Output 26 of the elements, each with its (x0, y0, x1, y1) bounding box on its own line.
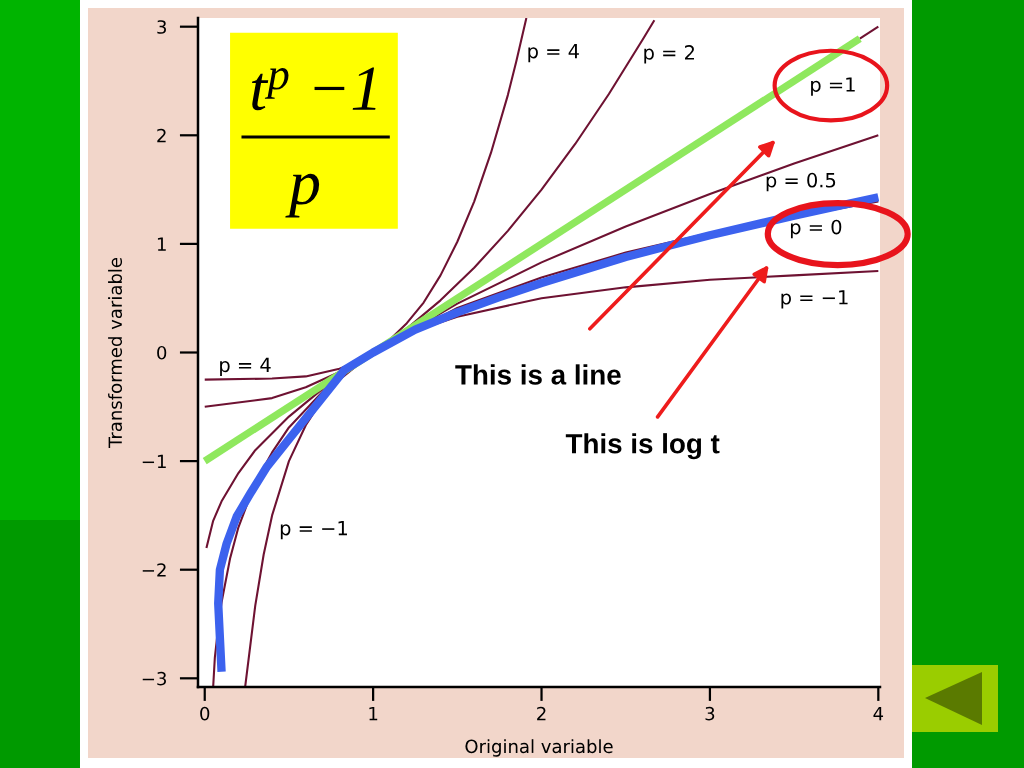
y-tick-label: −3 (142, 671, 166, 686)
x-tick-label: 3 (705, 706, 715, 721)
x-tick-label: 1 (369, 707, 378, 721)
annotation: p = 4 (528, 43, 579, 63)
y-tick-label: 1 (157, 237, 166, 251)
y-tick-label: 2 (157, 128, 166, 143)
annotation: p = 4 (220, 357, 271, 376)
y-tick-label: 3 (157, 20, 166, 34)
y-tick-label: 0 (157, 345, 167, 360)
y-tick-label: −2 (142, 563, 166, 577)
x-tick-label: 2 (537, 706, 546, 721)
annotation: p = 0.5 (766, 172, 836, 192)
y-axis-title: Transformed variable (108, 257, 123, 449)
annotation: This is a line (455, 364, 621, 385)
x-tick-label: 0 (200, 706, 210, 721)
annotation: t$^{p}$ −1 (252, 67, 376, 111)
x-axis-title: Original variable (465, 739, 613, 757)
annotation: p (285, 173, 320, 218)
annotation: This is log t (565, 433, 720, 460)
annotation: p =1 (811, 77, 855, 96)
annotation: p = 0 (790, 219, 842, 239)
y-tick-label: −1 (142, 454, 166, 468)
annotation: p = −1 (781, 290, 848, 309)
annotation: p = 2 (644, 45, 694, 64)
annotation: p = −1 (280, 520, 347, 540)
x-tick-label: 4 (873, 707, 884, 721)
